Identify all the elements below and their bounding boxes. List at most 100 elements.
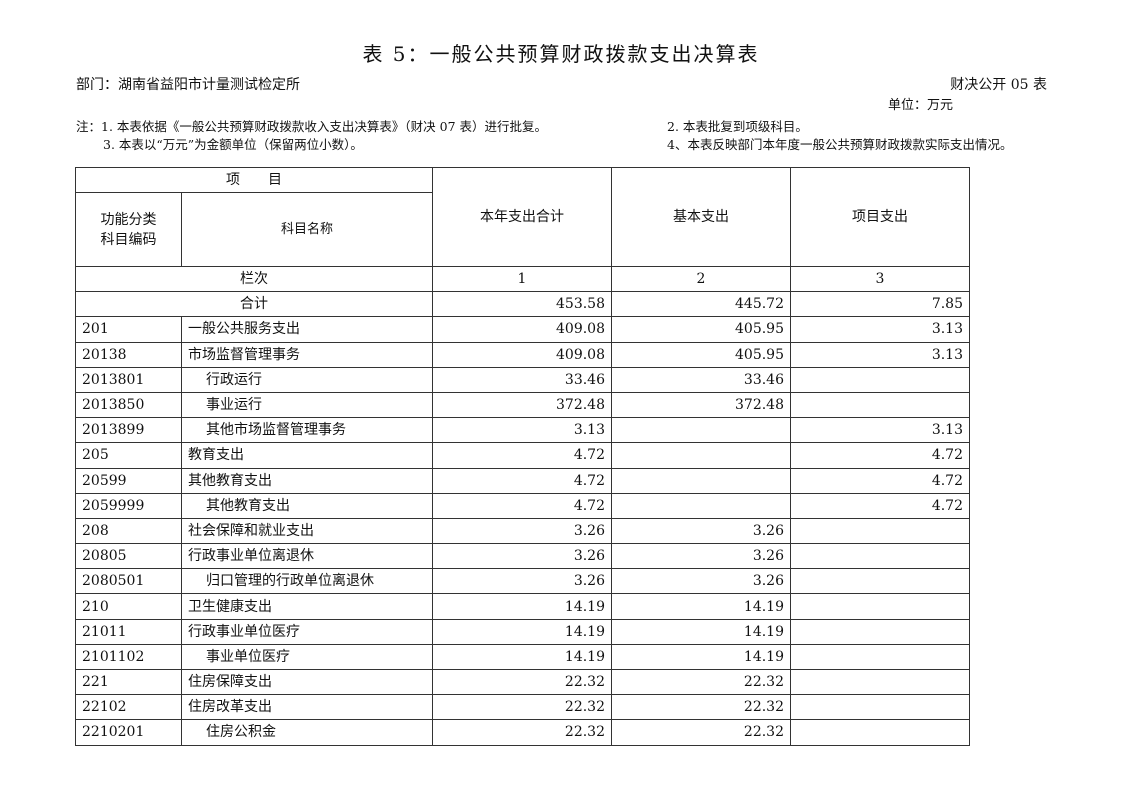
row-name: 事业运行 (181, 391, 433, 419)
note-4: 4、本表反映部门本年度一般公共预算财政拨款实际支出情况。 (667, 137, 1013, 152)
row-name: 行政事业单位医疗 (181, 618, 433, 645)
table-row: 2210201 住房公积金 22.32 22.32 (75, 719, 970, 746)
note-3: 3. 本表以“万元”为金额单位（保留两位小数）。 (103, 137, 363, 152)
row-project (790, 568, 970, 595)
row-project (790, 643, 970, 671)
row-code: 210 (75, 593, 182, 620)
row-code: 221 (75, 668, 182, 696)
row-name: 行政运行 (181, 366, 433, 393)
row-name: 住房公积金 (181, 719, 433, 746)
table-row: 20138 市场监督管理事务 409.08 405.95 3.13 (75, 341, 970, 368)
row-basic: 14.19 (611, 593, 791, 620)
row-name: 卫生健康支出 (181, 593, 433, 620)
row-project (790, 618, 970, 645)
header-row: 功能分类 科目编码 科目名称 (75, 192, 970, 267)
row-code: 2101102 (75, 643, 182, 671)
department-label: 部门：湖南省益阳市计量测试检定所 (76, 77, 300, 93)
row-project: 3.13 (790, 341, 970, 368)
row-name: 市场监督管理事务 (181, 341, 433, 368)
row-basic: 14.19 (611, 618, 791, 645)
row-total: 3.13 (432, 417, 612, 444)
total-value: 453.58 (432, 291, 612, 318)
row-basic: 3.26 (611, 568, 791, 595)
header-project: 项目支出 (790, 167, 970, 267)
row-total: 3.26 (432, 517, 612, 545)
table-row: 221 住房保障支出 22.32 22.32 (75, 668, 970, 696)
row-name: 住房保障支出 (181, 668, 433, 696)
row-project (790, 517, 970, 545)
row-code: 2080501 (75, 568, 182, 595)
page-title: 表 5：一般公共预算财政拨款支出决算表 (362, 42, 760, 66)
row-project: 4.72 (790, 492, 970, 519)
row-name: 行政事业单位离退休 (181, 543, 433, 570)
row-basic: 22.32 (611, 668, 791, 696)
row-project (790, 668, 970, 696)
row-project: 4.72 (790, 467, 970, 494)
row-name: 其他市场监督管理事务 (181, 417, 433, 444)
row-project: 3.13 (790, 316, 970, 343)
header-item: 项 目 (75, 167, 433, 193)
row-code: 20805 (75, 543, 182, 570)
row-total: 22.32 (432, 719, 612, 746)
table-row: 205 教育支出 4.72 4.72 (75, 442, 970, 469)
row-name: 社会保障和就业支出 (181, 517, 433, 545)
row-project (790, 366, 970, 393)
unit-label: 单位：万元 (888, 98, 954, 113)
table-row: 2013801 行政运行 33.46 33.46 (75, 366, 970, 393)
header-basic: 基本支出 (611, 167, 791, 267)
total-value: 445.72 (611, 291, 791, 318)
row-project (790, 391, 970, 419)
row-total: 409.08 (432, 341, 612, 368)
row-total: 409.08 (432, 316, 612, 343)
row-name: 教育支出 (181, 442, 433, 469)
row-name: 住房改革支出 (181, 694, 433, 721)
row-name: 其他教育支出 (181, 492, 433, 519)
row-total: 4.72 (432, 492, 612, 519)
table-row: 20805 行政事业单位离退休 3.26 3.26 (75, 543, 970, 570)
row-basic: 3.26 (611, 517, 791, 545)
note-2: 2. 本表批复到项级科目。 (667, 119, 808, 134)
header-code-line1: 功能分类 (100, 211, 157, 228)
row-total: 14.19 (432, 643, 612, 671)
row-code: 2210201 (75, 719, 182, 746)
table-row: 2013850 事业运行 372.48 372.48 (75, 391, 970, 419)
row-project (790, 543, 970, 570)
row-total: 22.32 (432, 694, 612, 721)
table-row: 2013899 其他市场监督管理事务 3.13 3.13 (75, 417, 970, 444)
row-total: 3.26 (432, 543, 612, 570)
row-basic (611, 492, 791, 519)
header-row: 项 目 本年支出合计 基本支出 项目支出 (75, 167, 970, 267)
total-label: 合计 (75, 291, 433, 318)
row-basic: 14.19 (611, 643, 791, 671)
row-total: 4.72 (432, 467, 612, 494)
header-code-line2: 科目编码 (100, 231, 157, 248)
row-total: 33.46 (432, 366, 612, 393)
table-row: 2080501 归口管理的行政单位离退休 3.26 3.26 (75, 568, 970, 595)
column-index: 2 (611, 265, 791, 293)
row-code: 2013899 (75, 417, 182, 444)
table-row: 208 社会保障和就业支出 3.26 3.26 (75, 517, 970, 545)
row-basic: 3.26 (611, 543, 791, 570)
row-code: 2059999 (75, 492, 182, 519)
row-code: 2013801 (75, 366, 182, 393)
column-index: 1 (432, 265, 612, 293)
row-code: 208 (75, 517, 182, 545)
total-value: 7.85 (790, 291, 970, 318)
row-project (790, 719, 970, 746)
table-row: 2101102 事业单位医疗 14.19 14.19 (75, 643, 970, 671)
row-total: 14.19 (432, 593, 612, 620)
row-name: 其他教育支出 (181, 467, 433, 494)
row-basic: 405.95 (611, 341, 791, 368)
row-code: 21011 (75, 618, 182, 645)
row-basic: 22.32 (611, 719, 791, 746)
table-row: 201 一般公共服务支出 409.08 405.95 3.13 (75, 316, 970, 343)
row-basic (611, 442, 791, 469)
row-basic: 33.46 (611, 366, 791, 393)
header-total: 本年支出合计 (432, 167, 612, 267)
row-code: 201 (75, 316, 182, 343)
row-code: 20599 (75, 467, 182, 494)
row-basic (611, 467, 791, 494)
row-project (790, 593, 970, 620)
row-name: 事业单位医疗 (181, 643, 433, 671)
table-row: 2059999 其他教育支出 4.72 4.72 (75, 492, 970, 519)
